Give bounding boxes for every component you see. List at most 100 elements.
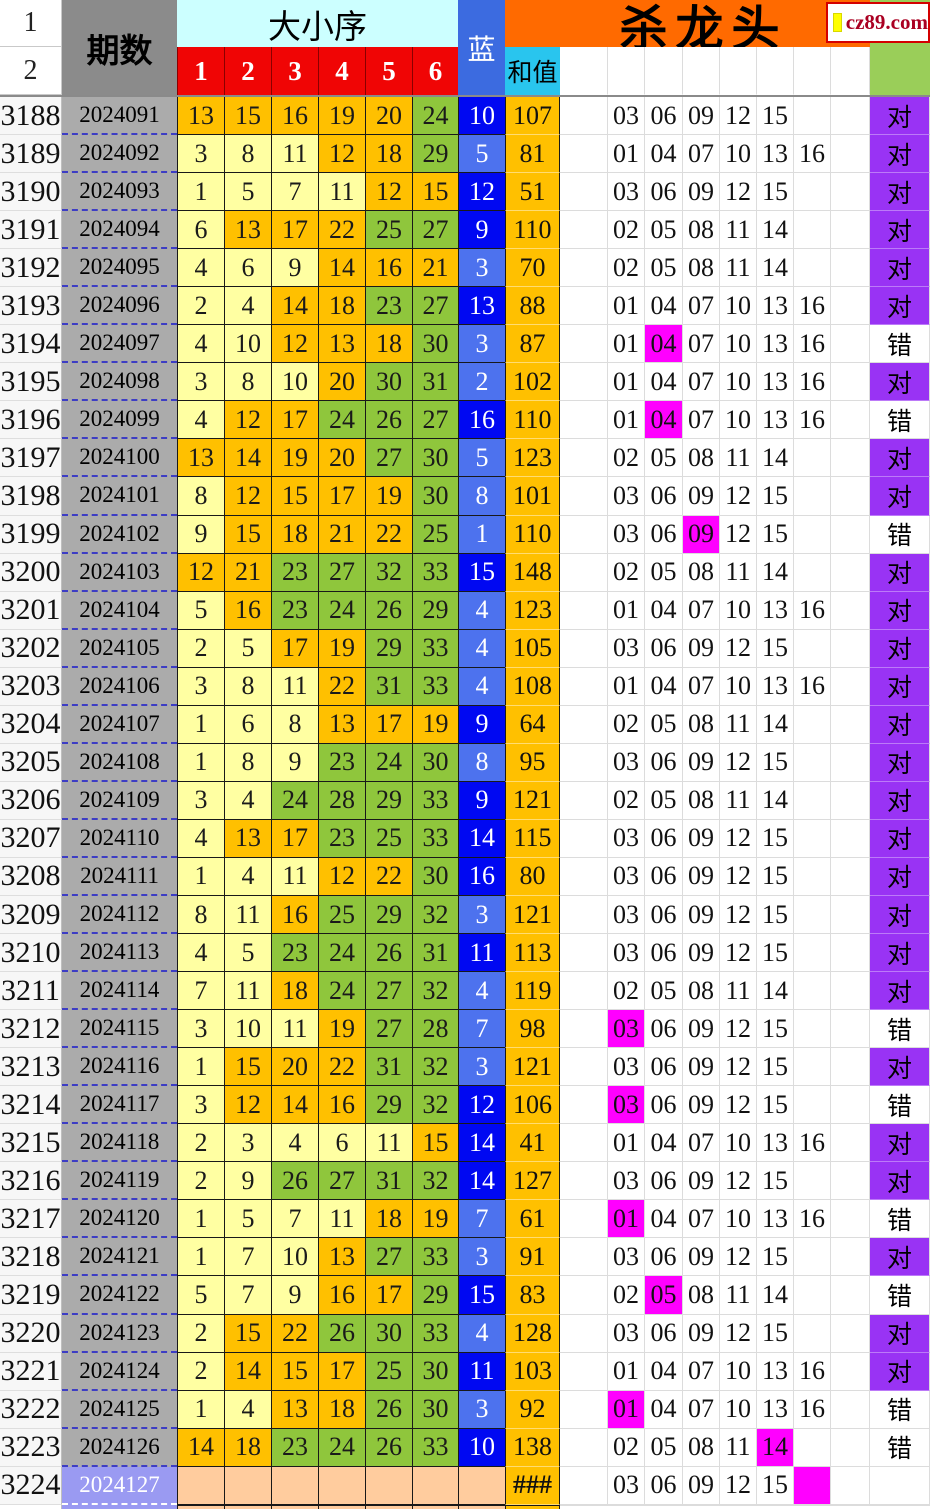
- red-ball-cell: [224, 1466, 271, 1505]
- sum-cell: 70: [505, 249, 560, 288]
- sum-cell: 115: [505, 819, 560, 858]
- kill-number-cell: 16: [794, 287, 831, 326]
- sum-cell: 110: [505, 211, 560, 250]
- row-seq: 3223: [0, 1428, 62, 1467]
- kill-number-cell: 03: [608, 629, 645, 668]
- kill-number-cell: 15: [757, 1314, 794, 1353]
- result-cell: 对: [870, 857, 930, 896]
- red-ball-cell: 32: [365, 553, 412, 592]
- sum-cell: 106: [505, 1086, 560, 1125]
- red-ball-cell: 9: [271, 743, 318, 782]
- kill-gap-cell: [560, 667, 608, 706]
- red-ball-cell: 4: [177, 325, 224, 364]
- red-ball-cell: 33: [412, 667, 458, 706]
- blue-ball-cell: 1: [458, 515, 505, 554]
- red-ball-cell: 13: [318, 705, 365, 744]
- result-cell: 对: [870, 972, 930, 1011]
- row-seq: 3193: [0, 287, 62, 326]
- row-seq: 3219: [0, 1276, 62, 1315]
- red-ball-cell: 20: [365, 97, 412, 136]
- kill-number-cell: [794, 1314, 831, 1353]
- kill-highlight-cell: 04: [645, 325, 683, 364]
- red-ball-cell: 18: [318, 287, 365, 326]
- red-ball-cell: 8: [224, 363, 271, 402]
- sum-cell: 80: [505, 857, 560, 896]
- kill-gap-cell: [560, 97, 608, 136]
- kill-gap-cell: [831, 1238, 870, 1277]
- kill-number-cell: 03: [608, 173, 645, 212]
- row-seq: 3214: [0, 1086, 62, 1125]
- kill-gap-cell: [831, 591, 870, 630]
- kill-number-cell: 15: [757, 477, 794, 516]
- kill-gap-cell: [560, 1504, 870, 1509]
- red-ball-cell: 29: [365, 781, 412, 820]
- red-ball-cell: 18: [365, 135, 412, 174]
- table-row: 3224 2024127 ### 03 06 09 12 15: [0, 1466, 930, 1505]
- row-seq: 3198: [0, 477, 62, 516]
- red-ball-cell: 6: [224, 249, 271, 288]
- red-ball-cell: 13: [318, 1238, 365, 1277]
- red-ball-cell: 31: [365, 667, 412, 706]
- red-ball-cell: 15: [271, 1352, 318, 1391]
- kill-number-cell: 12: [720, 1162, 757, 1201]
- red-ball-cell: 7: [224, 1238, 271, 1277]
- kill-number-cell: 16: [794, 363, 831, 402]
- red-ball-cell: 16: [271, 895, 318, 935]
- kill-number-cell: [794, 1010, 831, 1049]
- period-cell: 2024092: [62, 135, 177, 174]
- kill-number-cell: [794, 895, 831, 935]
- kill-gap-cell: [831, 553, 870, 592]
- kill-gap-cell: [831, 1390, 870, 1429]
- size-order-header: 大小序: [177, 0, 458, 47]
- blue-ball-cell: 9: [458, 781, 505, 820]
- table-row: 3195 2024098 3 8 10 20 30 31 2 102 01 04 07 10 13 16 对: [0, 363, 930, 402]
- kill-number-cell: 05: [645, 211, 683, 250]
- kill-number-cell: 04: [645, 1200, 683, 1239]
- kill-number-cell: 12: [720, 629, 757, 668]
- red-ball-cell: 31: [412, 363, 458, 402]
- result-cell: 对: [870, 1238, 930, 1277]
- row-seq: 3194: [0, 325, 62, 364]
- blue-ball-cell: 3: [458, 1048, 505, 1087]
- kill-number-cell: 02: [608, 781, 645, 820]
- sum-cell: 64: [505, 705, 560, 744]
- kill-number-cell: 03: [608, 1238, 645, 1277]
- result-cell: 对: [870, 591, 930, 630]
- red-ball-cell: 27: [412, 401, 458, 440]
- period-cell: 2024127: [62, 1466, 177, 1505]
- red-ball-cell: 13: [224, 819, 271, 858]
- kill-number-cell: 11: [720, 1428, 757, 1467]
- red-ball-cell: 29: [365, 895, 412, 935]
- result-cell: 对: [870, 667, 930, 706]
- kill-number-cell: 03: [608, 819, 645, 858]
- kill-number-cell: 05: [645, 705, 683, 744]
- red-ball-cell: 17: [365, 705, 412, 744]
- red-ball-cell: 29: [412, 1276, 458, 1315]
- period-cell: 2024109: [62, 781, 177, 820]
- kill-number-cell: 01: [608, 135, 645, 174]
- red-ball-cell: 17: [318, 1352, 365, 1391]
- red-ball-cell: 22: [318, 667, 365, 706]
- period-cell: 2024122: [62, 1276, 177, 1315]
- period-cell: 2024120: [62, 1200, 177, 1239]
- period-cell: 2024094: [62, 211, 177, 250]
- kill-gap-cell: [560, 934, 608, 973]
- red-ball-cell: 32: [412, 1086, 458, 1125]
- red-ball-cell: 29: [412, 591, 458, 630]
- red-ball-cell: 17: [318, 477, 365, 516]
- sum-cell: 110: [505, 515, 560, 554]
- blue-ball-cell: 16: [458, 401, 505, 440]
- kill-gap-cell: [560, 515, 608, 554]
- kill-number-cell: 15: [757, 743, 794, 782]
- sum-cell: 41: [505, 1124, 560, 1163]
- kill-number-cell: [794, 819, 831, 858]
- kill-number-cell: 03: [608, 477, 645, 516]
- kill-number-cell: 16: [794, 401, 831, 440]
- blue-ball-cell: 14: [458, 1162, 505, 1201]
- site-logo[interactable]: cz89.com: [826, 2, 930, 43]
- kill-number-cell: 09: [683, 1466, 720, 1505]
- result-cell: 对: [870, 135, 930, 174]
- result-cell: 错: [870, 1010, 930, 1049]
- blue-ball-cell: 15: [458, 553, 505, 592]
- kill-number-cell: [794, 173, 831, 212]
